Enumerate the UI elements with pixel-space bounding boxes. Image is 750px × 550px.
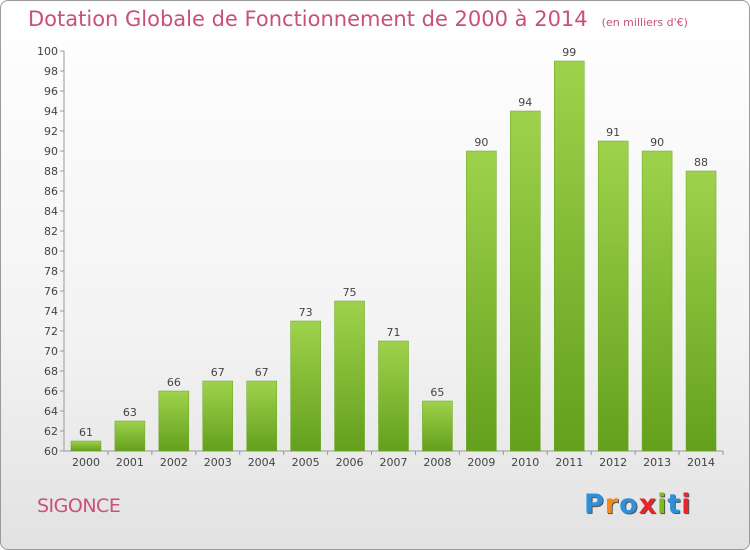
- y-tick-label: 80: [44, 245, 58, 258]
- x-tick-label: 2011: [555, 456, 583, 469]
- data-label-2007: 71: [387, 326, 401, 339]
- bar-2010: [510, 110, 541, 452]
- bar-2012: [597, 140, 629, 452]
- y-tick-label: 66: [44, 385, 58, 398]
- data-label-2011: 99: [562, 46, 576, 59]
- axes: 60 62 64 66 68 70 72 74 76 78 80 82 84 86 88 90 92 94 96 98…: [37, 45, 724, 469]
- data-label-2008: 65: [430, 386, 444, 399]
- x-tick-label: 2004: [248, 456, 276, 469]
- data-label-2009: 90: [474, 136, 488, 149]
- data-label-2002: 66: [167, 376, 181, 389]
- data-label-2003: 67: [211, 366, 225, 379]
- bar-2007: [378, 340, 409, 452]
- x-tick-label: 2003: [204, 456, 232, 469]
- y-tick-label: 78: [44, 265, 58, 278]
- bar-2014: [685, 170, 717, 452]
- bar-2011: [553, 60, 585, 452]
- data-label-2004: 67: [255, 366, 269, 379]
- x-tick-label: 2001: [116, 456, 144, 469]
- x-tick-label: 2014: [687, 456, 715, 469]
- logo-letter: x: [638, 489, 658, 520]
- y-tick-label: 68: [44, 365, 58, 378]
- data-labels: 61 63 66 67 67 73 75 71 65 90 94 99 91 90 88: [79, 46, 708, 439]
- y-tick-label: 76: [44, 285, 58, 298]
- data-label-2010: 94: [518, 96, 532, 109]
- bar-2009: [466, 150, 497, 452]
- y-tick-label: 72: [44, 325, 58, 338]
- y-tick-label: 84: [44, 205, 58, 218]
- logo-letter: i: [681, 489, 692, 520]
- bar-2006: [334, 300, 365, 452]
- logo-letter: P: [584, 489, 605, 520]
- y-tick-label: 82: [44, 225, 58, 238]
- bar-2000: [70, 440, 102, 452]
- logo-letter: r: [604, 489, 620, 520]
- y-tick-label: 64: [44, 405, 58, 418]
- bar-2001: [114, 420, 146, 452]
- logo-letter: o: [619, 489, 639, 520]
- x-tick-label: 2009: [467, 456, 495, 469]
- y-tick-label: 70: [44, 345, 58, 358]
- y-tick-label: 96: [44, 85, 58, 98]
- chart-title: Dotation Globale de Fonctionnement de 20…: [28, 7, 688, 31]
- y-tick-label: 86: [44, 185, 58, 198]
- x-tick-label: 2010: [511, 456, 539, 469]
- bar-2003: [202, 380, 234, 452]
- y-tick-label: 88: [44, 165, 58, 178]
- bar-2004: [246, 380, 277, 452]
- x-tick-label: 2006: [336, 456, 364, 469]
- y-tick-label: 74: [44, 305, 58, 318]
- x-tick-label: 2013: [643, 456, 671, 469]
- x-tick-label: 2008: [423, 456, 451, 469]
- x-tick-label: 2002: [160, 456, 188, 469]
- y-tick-label: 62: [44, 425, 58, 438]
- proxiti-logo: Proxiti: [584, 489, 692, 520]
- logo-letter: t: [667, 489, 682, 520]
- data-label-2000: 61: [79, 426, 93, 439]
- x-tick-label: 2005: [292, 456, 320, 469]
- y-tick-label: 98: [44, 65, 58, 78]
- y-tick-label: 100: [37, 45, 58, 58]
- x-tick-label: 2012: [599, 456, 627, 469]
- data-label-2013: 90: [650, 136, 664, 149]
- y-tick-label: 94: [44, 105, 58, 118]
- y-tick-label: 92: [44, 125, 58, 138]
- data-label-2006: 75: [343, 286, 357, 299]
- logo-letter: i: [657, 489, 668, 520]
- y-tick-label: 90: [44, 145, 58, 158]
- data-label-2012: 91: [606, 126, 620, 139]
- bar-2005: [290, 320, 321, 452]
- data-label-2005: 73: [299, 306, 313, 319]
- data-label-2001: 63: [123, 406, 137, 419]
- y-tick-label: 60: [44, 445, 58, 458]
- data-label-2014: 88: [694, 156, 708, 169]
- bar-2002: [158, 390, 190, 452]
- bars: [70, 60, 717, 452]
- x-tick-label: 2000: [72, 456, 100, 469]
- x-tick-label: 2007: [380, 456, 408, 469]
- chart-subtitle: (en milliers d'€): [601, 16, 688, 29]
- commune-name: SIGONCE: [37, 495, 121, 517]
- bar-2008: [422, 400, 453, 452]
- bar-2013: [641, 150, 673, 452]
- chart-title-text: Dotation Globale de Fonctionnement de 20…: [28, 7, 588, 31]
